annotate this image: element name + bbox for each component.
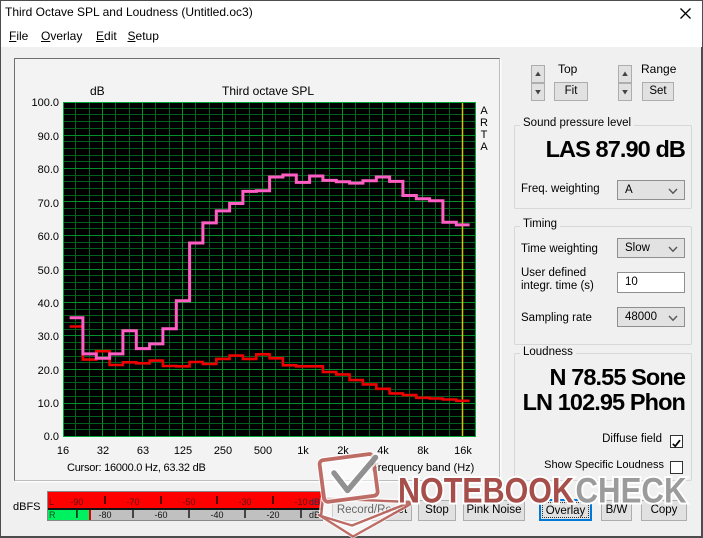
svg-text:CHECK: CHECK	[576, 472, 687, 511]
svg-text:R: R	[49, 510, 56, 520]
svg-text:-50: -50	[182, 497, 195, 507]
svg-text:-60: -60	[154, 510, 167, 520]
svg-text:-30: -30	[238, 497, 251, 507]
svg-text:-20: -20	[266, 510, 279, 520]
svg-text:L: L	[49, 497, 54, 507]
svg-text:NOTEBOOK: NOTEBOOK	[398, 472, 574, 511]
svg-text:-90: -90	[70, 497, 83, 507]
svg-text:-40: -40	[210, 510, 223, 520]
svg-text:-70: -70	[126, 497, 139, 507]
svg-text:dB: dB	[309, 497, 320, 507]
svg-text:-10: -10	[294, 497, 307, 507]
svg-text:-80: -80	[98, 510, 111, 520]
svg-text:dB: dB	[309, 510, 320, 520]
